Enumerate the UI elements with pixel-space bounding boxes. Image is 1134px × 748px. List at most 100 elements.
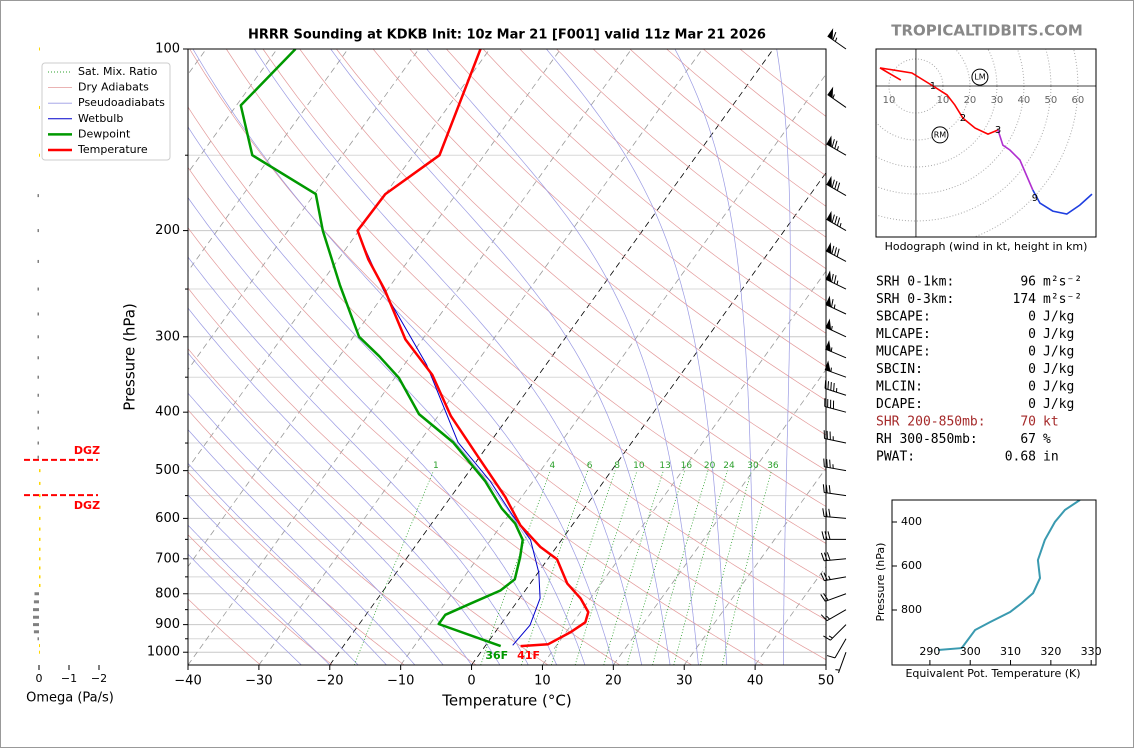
wind-barb bbox=[822, 484, 847, 497]
wind-barb bbox=[825, 270, 847, 290]
omega-bar bbox=[39, 583, 41, 587]
pseudoadiabat bbox=[188, 392, 444, 665]
index-label: MLCIN: bbox=[876, 380, 923, 395]
index-value: 0 bbox=[1028, 362, 1036, 377]
wind-barb bbox=[827, 28, 847, 50]
x-tick-label: −20 bbox=[316, 674, 343, 689]
omega-bar bbox=[39, 47, 40, 51]
x-tick-label: 30 bbox=[676, 674, 693, 689]
dry-adiabat bbox=[299, 49, 826, 507]
legend-label: Sat. Mix. Ratio bbox=[78, 65, 158, 78]
omega-bar bbox=[37, 229, 39, 233]
x-tick-label: 290 bbox=[919, 645, 940, 658]
index-unit: J/kg bbox=[1043, 345, 1074, 360]
index-label: SBCAPE: bbox=[876, 310, 931, 325]
index-label: SRH 0-1km: bbox=[876, 275, 954, 290]
isotherm bbox=[188, 49, 491, 469]
pseudoadiabat bbox=[426, 49, 699, 665]
x-tick-label: −30 bbox=[245, 674, 272, 689]
isotherm bbox=[188, 49, 632, 665]
x-tick-label: 300 bbox=[960, 645, 981, 658]
mixing-ratio-label: 10 bbox=[633, 461, 645, 471]
y-tick-label: 500 bbox=[155, 463, 180, 478]
wind-barb bbox=[824, 380, 847, 396]
mixing-ratio-line bbox=[626, 470, 686, 665]
height-marker: 2 bbox=[960, 113, 966, 124]
index-unit: J/kg bbox=[1043, 362, 1074, 377]
pseudoadiabat bbox=[776, 49, 791, 665]
mixing-ratio-label: 4 bbox=[549, 461, 555, 471]
x-tick-label: −40 bbox=[174, 674, 201, 689]
wind-barb bbox=[821, 531, 846, 540]
dry-adiabat bbox=[188, 534, 333, 665]
pseudoadiabat bbox=[188, 256, 529, 665]
omega-bar bbox=[39, 575, 41, 579]
omega-bar bbox=[39, 650, 40, 654]
pseudoadiabat bbox=[188, 196, 557, 665]
omega-bar bbox=[33, 623, 39, 627]
index-value: 174 bbox=[1013, 292, 1037, 307]
index-unit: m²s⁻² bbox=[1043, 292, 1082, 307]
index-label: DCAPE: bbox=[876, 397, 923, 412]
omega-bar bbox=[34, 592, 39, 596]
hodograph-ring-label: 60 bbox=[1072, 95, 1085, 106]
storm-motion bbox=[971, 68, 989, 86]
index-label: SHR 200-850mb: bbox=[876, 415, 986, 430]
omega-bar bbox=[37, 426, 39, 430]
wind-barb bbox=[835, 652, 847, 674]
mixing-ratio-line bbox=[673, 470, 728, 665]
wind-barb bbox=[820, 552, 847, 562]
mixing-ratio-label: 20 bbox=[704, 461, 716, 471]
omega-bar bbox=[39, 557, 41, 561]
pseudoadiabat bbox=[188, 126, 586, 665]
hodograph-ring-label: 20 bbox=[964, 95, 977, 106]
dry-adiabat bbox=[188, 106, 826, 661]
wind-barb bbox=[823, 458, 847, 472]
index-value: 0 bbox=[1028, 397, 1036, 412]
y-tick-label: 100 bbox=[155, 42, 180, 57]
index-value: 96 bbox=[1020, 275, 1036, 290]
x-tick-label: −2 bbox=[91, 672, 107, 685]
height-marker: 1 bbox=[930, 81, 936, 92]
pseudoadiabat bbox=[188, 553, 302, 665]
mixing-ratio-label: 6 bbox=[587, 461, 593, 471]
hodograph-trace bbox=[879, 67, 999, 135]
pseudoadiabat bbox=[188, 494, 359, 665]
omega-bar bbox=[39, 566, 41, 570]
hodograph-frame bbox=[875, 48, 1097, 238]
y-tick-label: 900 bbox=[155, 617, 180, 632]
omega-bar bbox=[39, 481, 41, 485]
omega-bar bbox=[39, 537, 41, 541]
omega-bar bbox=[33, 600, 39, 604]
dry-adiabat bbox=[188, 348, 549, 665]
x-tick-label: −1 bbox=[61, 672, 77, 685]
theta-e-x-label: Equivalent Pot. Temperature (K) bbox=[905, 667, 1080, 680]
chart-title: HRRR Sounding at KDKB Init: 10z Mar 21 [… bbox=[248, 28, 766, 43]
dry-adiabat bbox=[188, 287, 621, 665]
legend-box bbox=[41, 62, 171, 161]
wind-barb bbox=[825, 340, 847, 359]
pseudoadiabat bbox=[674, 49, 756, 665]
legend-label: Pseudoadiabats bbox=[78, 96, 165, 109]
isotherm bbox=[188, 49, 420, 371]
pseudoadiabat bbox=[192, 49, 614, 665]
omega-x-label: Omega (Pa/s) bbox=[26, 691, 114, 706]
theta-e-frame bbox=[891, 499, 1097, 666]
isotherm bbox=[188, 49, 561, 568]
wind-barb bbox=[826, 638, 847, 659]
legend: Sat. Mix. Ratio Dry Adiabats Pseudoadiabat… bbox=[41, 62, 171, 161]
wind-barb bbox=[826, 210, 847, 232]
wind-barb bbox=[823, 430, 847, 444]
wind-barb bbox=[820, 593, 847, 602]
index-unit: J/kg bbox=[1043, 310, 1074, 325]
wind-barb bbox=[822, 508, 847, 519]
pseudoadiabat bbox=[188, 307, 501, 665]
skewt-plot: 1 4 6 8 10 13 16 20 24 30 36 bbox=[188, 49, 826, 665]
dry-adiabat bbox=[519, 49, 826, 302]
wind-barb bbox=[823, 624, 847, 641]
x-tick-label: 0 bbox=[467, 674, 475, 689]
dry-adiabat bbox=[482, 49, 826, 334]
legend-label: Temperature bbox=[77, 143, 148, 156]
index-unit: in bbox=[1043, 450, 1059, 465]
